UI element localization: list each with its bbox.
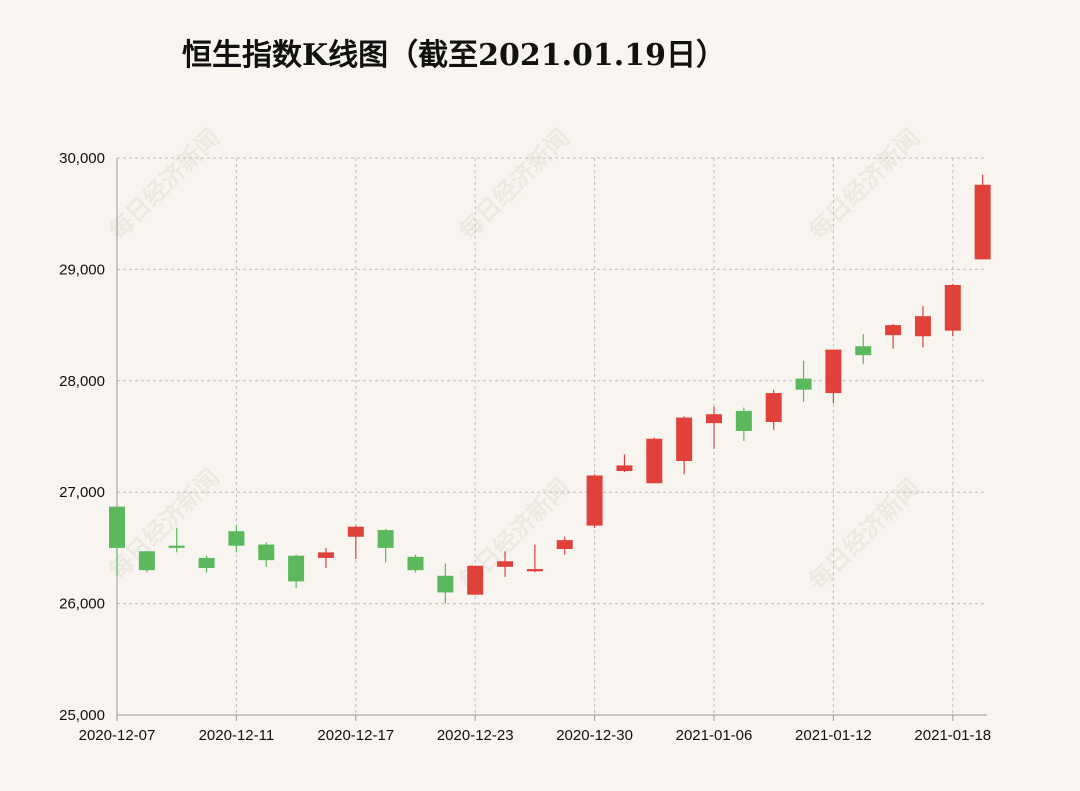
watermark-text: 每日经济新闻: [804, 124, 926, 246]
y-tick-label: 25,000: [59, 707, 105, 724]
candle-body: [347, 526, 364, 537]
candle-body: [437, 575, 454, 593]
x-tick-label: 2020-12-07: [79, 727, 156, 744]
candle-body: [765, 393, 782, 423]
candle: [198, 555, 215, 573]
candle: [855, 334, 872, 365]
candle-body: [198, 557, 215, 568]
candle-body: [706, 414, 722, 424]
candle: [765, 389, 782, 430]
candle: [885, 323, 902, 349]
candle-body: [825, 349, 842, 394]
x-tick-label: 2020-12-11: [199, 727, 275, 744]
candle: [646, 437, 663, 484]
candle: [347, 525, 364, 560]
y-tick-label: 29,000: [59, 261, 105, 278]
candle-body: [497, 561, 514, 567]
candle: [228, 525, 245, 553]
x-tick-label: 2020-12-17: [317, 727, 394, 744]
x-tick-label: 2021-01-18: [914, 727, 991, 744]
candle: [795, 360, 812, 402]
grid-lines: [117, 157, 987, 715]
candle-body: [735, 410, 752, 431]
candle: [288, 554, 305, 589]
candle: [586, 474, 603, 528]
tick-labels: 25,000 26,000 27,000 28,000 29,000 30,000 2020…: [59, 150, 991, 744]
candle-body: [377, 530, 394, 548]
candle-body: [586, 475, 603, 526]
candle: [109, 505, 125, 576]
y-tick-label: 28,000: [59, 373, 105, 390]
candle: [526, 544, 543, 573]
candle: [735, 407, 752, 441]
x-tick-label: 2020-12-23: [437, 727, 514, 744]
y-tick-label: 27,000: [59, 484, 105, 501]
candle: [407, 554, 424, 573]
candle: [944, 283, 961, 337]
candles: [109, 174, 991, 604]
x-tick-label: 2021-01-12: [795, 727, 872, 744]
candle: [974, 174, 991, 260]
candle: [317, 547, 334, 568]
candle-body: [914, 316, 931, 337]
candle-body: [526, 569, 543, 572]
candle-body: [317, 552, 334, 558]
candle-body: [795, 378, 812, 390]
candle-body: [616, 465, 633, 472]
candle-body: [407, 556, 424, 571]
candle-body: [288, 555, 305, 582]
candle-body: [556, 540, 573, 550]
candle-body: [138, 551, 155, 571]
candle-body: [885, 325, 902, 336]
axes: [116, 158, 987, 721]
candle: [556, 536, 573, 555]
y-tick-label: 30,000: [59, 150, 105, 167]
candle-body: [676, 417, 693, 462]
candle: [706, 406, 722, 449]
candle-body: [974, 184, 991, 260]
candle-body: [109, 506, 125, 548]
candle-body: [855, 346, 872, 356]
watermark-text: 每日经济新闻: [454, 124, 576, 246]
candle: [437, 563, 454, 604]
candle-body: [944, 284, 961, 331]
candle: [676, 416, 693, 475]
candle: [497, 551, 514, 577]
x-tick-label: 2020-12-30: [556, 727, 633, 744]
x-tick-label: 2021-01-06: [676, 727, 753, 744]
candle: [467, 565, 484, 595]
candle: [377, 528, 394, 563]
candle: [138, 551, 155, 573]
y-tick-label: 26,000: [59, 596, 105, 613]
chart-title: 恒生指数K线图（截至2021.01.19日）: [182, 38, 726, 73]
candle: [258, 542, 275, 567]
candle: [825, 349, 842, 404]
candle-body: [228, 531, 245, 546]
candle: [616, 454, 633, 473]
candle-body: [258, 544, 275, 561]
candle: [168, 527, 185, 553]
candle: [914, 306, 931, 348]
candle-body: [646, 438, 663, 484]
candle-body: [467, 565, 484, 595]
candle-body: [168, 545, 185, 548]
watermark-text: 每日经济新闻: [104, 124, 226, 246]
